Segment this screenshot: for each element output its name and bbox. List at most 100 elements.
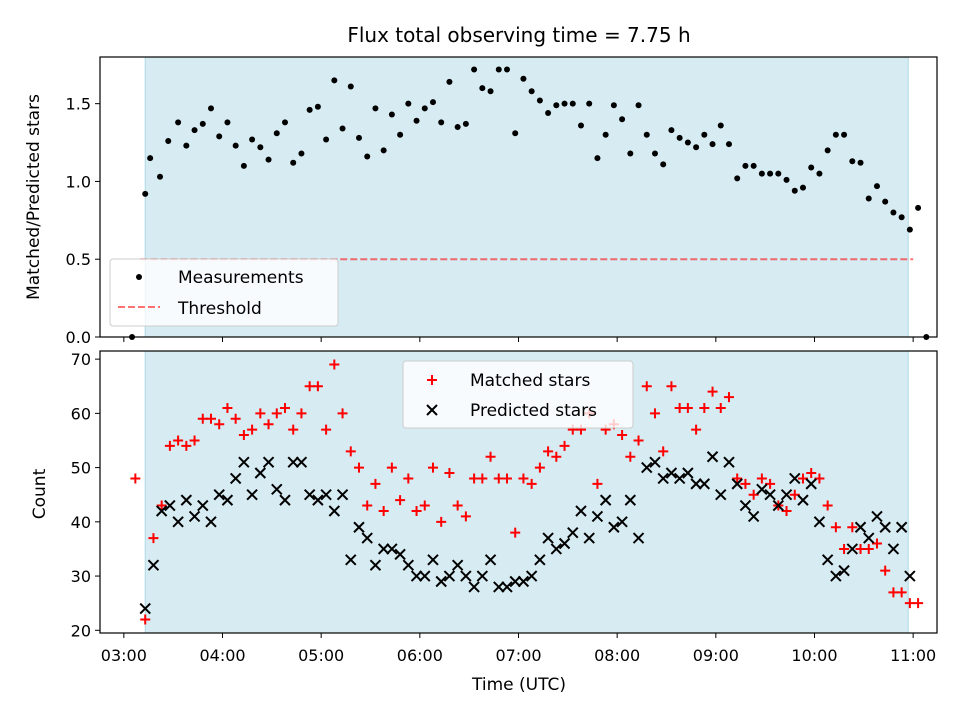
predicted-stars-point [550, 543, 563, 555]
predicted-stars-point [476, 570, 489, 582]
matched-stars-point [740, 478, 751, 489]
matched-stars-point [543, 446, 554, 457]
top-panel: 0.0 0.5 1.0 1.5 Measurements Threshold [66, 56, 938, 347]
matched-stars-point [296, 408, 307, 419]
measurement-point [775, 170, 782, 177]
matched-stars-point [353, 462, 364, 473]
matched-stars-point [279, 402, 290, 413]
predicted-stars-point [419, 570, 431, 582]
measurement-point [561, 100, 568, 107]
top-axes-frame [99, 56, 938, 338]
predicted-stars-point [756, 483, 768, 495]
measurement-point [413, 117, 420, 124]
predicted-stars-point [493, 581, 505, 593]
matched-stars-point [534, 462, 545, 473]
predicted-stars-point [386, 543, 398, 555]
measurement-point [619, 116, 626, 123]
top-legend-box [109, 258, 339, 327]
measurement-point [915, 204, 922, 211]
predicted-stars-point [402, 559, 415, 571]
matched-stars-point [830, 522, 841, 533]
measurement-point [610, 102, 617, 109]
measurement-point [429, 99, 436, 106]
predicted-stars-point [830, 570, 842, 582]
predicted-stars-point [188, 510, 201, 523]
legend-measurements-label: Measurements [178, 268, 304, 288]
measurement-point [314, 103, 321, 110]
measurement-point [799, 184, 806, 191]
measurement-point [165, 138, 172, 144]
matched-stars-point [896, 587, 907, 598]
matched-stars-point [263, 419, 274, 430]
predicted-stars-point [632, 532, 645, 544]
measurement-point [471, 66, 478, 73]
predicted-stars-point [813, 516, 826, 528]
predicted-stars-point [180, 494, 193, 506]
matched-stars-point [559, 440, 570, 451]
matched-stars-point [715, 402, 726, 413]
predicted-stars-point [747, 510, 760, 523]
predicted-stars-point [772, 499, 785, 512]
predicted-stars-point [797, 494, 809, 506]
measurement-point [750, 162, 757, 169]
matched-stars-point [871, 538, 882, 549]
predicted-stars-point [427, 554, 439, 566]
measurement-point [701, 131, 708, 138]
x-tick-label: 10:00 [791, 646, 837, 665]
measurement-point [265, 156, 272, 163]
measurement-point [512, 130, 519, 137]
top-legend: Measurements Threshold [109, 258, 339, 327]
matched-stars-point [329, 359, 340, 370]
matched-stars-point [666, 381, 677, 392]
measurement-point [298, 150, 305, 157]
x-tick-label: 03:00 [101, 646, 147, 665]
matched-stars-point [748, 489, 759, 500]
measurement-point [528, 88, 535, 95]
predicted-stars-point [246, 489, 258, 501]
measurement-point [545, 110, 552, 116]
matched-stars-point [164, 440, 175, 451]
measurement-point [495, 66, 502, 73]
bottom-y-tick-label: 40 [71, 513, 91, 532]
predicted-stars-point [690, 478, 702, 490]
measurement-point [191, 127, 198, 134]
measurement-point [199, 120, 206, 127]
predicted-stars-point [904, 570, 916, 582]
measurement-point [397, 131, 404, 138]
matched-stars-point [230, 413, 241, 424]
matched-stars-point [641, 381, 652, 392]
predicted-stars-point [879, 521, 891, 533]
matched-stars-point [271, 408, 282, 419]
measurement-point [446, 78, 453, 85]
predicted-stars-point [271, 483, 283, 495]
bottom-y-tick-label: 50 [71, 459, 91, 478]
predicted-stars-point [821, 554, 834, 566]
measurement-point [791, 187, 798, 194]
legend-threshold-label: Threshold [177, 299, 262, 319]
measurement-point [693, 144, 700, 151]
predicted-stars-point [197, 499, 209, 512]
measurement-point [454, 124, 461, 130]
measurement-point [684, 139, 691, 146]
predicted-stars-point [320, 489, 332, 501]
measurement-point [857, 159, 864, 166]
predicted-stars-point [567, 526, 579, 539]
matched-stars-point [649, 408, 660, 419]
matched-stars-point [148, 533, 159, 544]
measurement-point [281, 119, 288, 126]
predicted-stars-point [608, 521, 620, 533]
measurement-point [890, 209, 897, 216]
matched-stars-point [452, 500, 463, 511]
matched-stars-point [510, 527, 521, 538]
top-y-axis-label: Matched/Predicted stars [24, 94, 44, 300]
measurement-point [569, 100, 576, 107]
predicted-stars-point [353, 521, 365, 533]
measurement-point [479, 85, 486, 92]
measurement-point [372, 105, 379, 112]
predicted-stars-point [789, 472, 801, 485]
predicted-stars-point [279, 494, 291, 506]
measurement-point [323, 136, 330, 143]
predicted-stars-point [254, 467, 267, 479]
matched-stars-point [707, 386, 718, 397]
measurement-point [388, 111, 395, 118]
